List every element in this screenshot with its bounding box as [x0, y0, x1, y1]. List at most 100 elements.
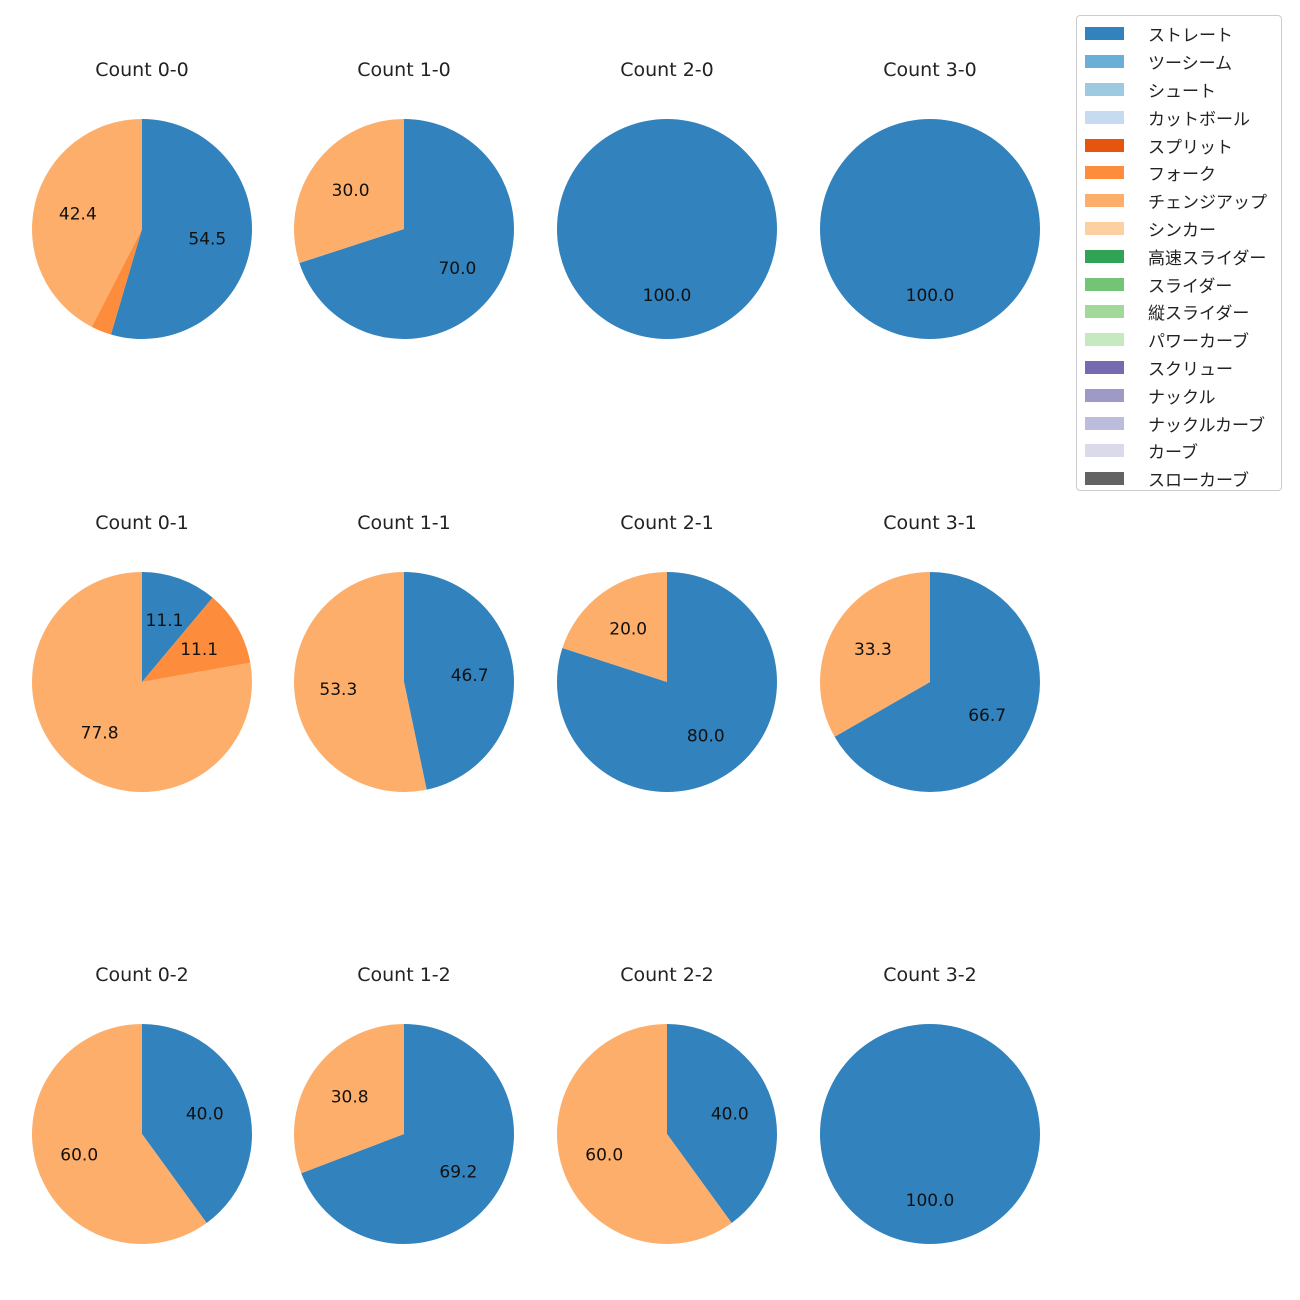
slice-label: 69.2: [439, 1162, 477, 1182]
legend-item: ナックル: [1077, 381, 1281, 409]
pie-slice: [299, 119, 514, 339]
legend-item: スライダー: [1077, 270, 1281, 298]
legend-label: カーブ: [1148, 443, 1198, 464]
pie-slice: [834, 572, 1040, 792]
legend-item: 縦スライダー: [1077, 298, 1281, 326]
pie-slice: [31, 1024, 207, 1244]
pie-chart: Count 0-2 40.0 60.0: [31, 964, 252, 1244]
pie-title: Count 3-2: [883, 964, 977, 986]
pie-title: Count 0-0: [95, 59, 189, 81]
legend-swatch: [1085, 55, 1124, 69]
legend-swatch: [1085, 194, 1124, 208]
pie-slice: [294, 572, 427, 793]
slice-label: 80.0: [687, 726, 725, 746]
slice-label: 30.8: [331, 1088, 369, 1108]
slice-label: 60.0: [585, 1145, 623, 1165]
legend-item: スローカーブ: [1077, 465, 1281, 493]
legend-label: スライダー: [1148, 276, 1233, 297]
pie-chart: Count 3-2 100.0: [820, 964, 1040, 1244]
pie-chart: Count 1-1 46.7 53.3: [294, 512, 514, 793]
legend-item: フォーク: [1077, 159, 1281, 187]
legend-swatch: [1085, 82, 1124, 96]
pie-slice: [404, 572, 514, 790]
slice-label: 53.3: [319, 680, 357, 700]
legend-item: ストレート: [1077, 20, 1281, 48]
pie-slice: [294, 1024, 404, 1174]
pie-chart: Count 1-0 70.0 30.0: [294, 59, 514, 339]
legend-swatch: [1085, 27, 1124, 41]
legend-item: カットボール: [1077, 103, 1281, 131]
pie-chart: Count 3-0 100.0: [820, 59, 1040, 339]
legend-swatch: [1085, 221, 1124, 235]
legend-label: シュート: [1148, 81, 1216, 102]
pie-slice: [142, 572, 213, 682]
legend-swatch: [1085, 277, 1124, 291]
pie-slice: [110, 119, 252, 339]
slice-label: 70.0: [438, 259, 476, 279]
legend-item: スプリット: [1077, 131, 1281, 159]
pie-chart: Count 1-2 69.2 30.8: [294, 964, 514, 1245]
slice-label: 42.4: [59, 204, 97, 224]
legend-label: ナックル: [1148, 387, 1216, 408]
pie-slice: [142, 597, 251, 682]
pie-title: Count 0-2: [95, 964, 189, 986]
slice-label: 100.0: [643, 286, 692, 306]
legend-label: スクリュー: [1148, 359, 1233, 380]
legend-label: スローカーブ: [1148, 471, 1249, 492]
legend-swatch: [1085, 166, 1124, 180]
legend-item: チェンジアップ: [1077, 187, 1281, 215]
slice-label: 11.1: [146, 611, 184, 631]
pie-chart: Count 3-1 66.7 33.3: [820, 512, 1040, 792]
pie-title: Count 3-0: [883, 59, 977, 81]
slice-label: 40.0: [186, 1105, 224, 1125]
pie-slice: [562, 572, 667, 682]
pie-title: Count 2-1: [620, 512, 714, 534]
legend-label: カットボール: [1148, 109, 1250, 130]
slice-label: 100.0: [906, 1191, 955, 1211]
pie-title: Count 1-2: [357, 964, 451, 986]
pie-slice: [556, 1024, 732, 1244]
pie-slice: [557, 119, 777, 339]
legend-label: スプリット: [1148, 137, 1233, 158]
slice-label: 40.0: [711, 1105, 749, 1125]
legend-item: 高速スライダー: [1077, 242, 1281, 270]
pie-title: Count 3-1: [883, 512, 977, 534]
legend-item: カーブ: [1077, 437, 1281, 465]
slice-label: 54.5: [188, 229, 226, 249]
legend-swatch: [1085, 416, 1124, 430]
slice-label: 60.0: [60, 1145, 98, 1165]
pie-title: Count 1-0: [357, 59, 451, 81]
pie-chart: Count 0-0 54.5 42.4: [32, 59, 252, 339]
pie-slice: [820, 119, 1040, 339]
legend-label: ストレート: [1148, 26, 1233, 47]
legend-label: ナックルカーブ: [1148, 415, 1265, 436]
pie-slice: [142, 1024, 252, 1223]
slice-label: 20.0: [609, 620, 647, 640]
slice-label: 46.7: [451, 666, 489, 686]
legend-item: ツーシーム: [1077, 48, 1281, 76]
slice-label: 77.8: [81, 724, 119, 744]
legend-label: パワーカーブ: [1148, 332, 1249, 353]
pie-chart: Count 2-2 40.0 60.0: [556, 964, 777, 1244]
legend-swatch: [1085, 444, 1124, 458]
pie-title: Count 0-1: [95, 512, 189, 534]
slice-label: 11.1: [180, 640, 218, 660]
legend-item: シンカー: [1077, 215, 1281, 243]
legend-label: ツーシーム: [1148, 54, 1233, 75]
pie-slice: [91, 229, 142, 335]
legend-label: 高速スライダー: [1148, 248, 1267, 269]
pie-title: Count 2-2: [620, 964, 714, 986]
pie-slice: [294, 119, 404, 263]
pie-slice: [32, 119, 143, 327]
legend-swatch: [1085, 305, 1124, 319]
legend-swatch: [1085, 360, 1124, 374]
pie-title: Count 2-0: [620, 59, 714, 81]
slice-label: 66.7: [968, 706, 1006, 726]
legend-item: パワーカーブ: [1077, 326, 1281, 354]
legend-swatch: [1085, 138, 1124, 152]
pie-chart: Count 2-0 100.0: [557, 59, 777, 339]
legend-label: フォーク: [1148, 165, 1216, 186]
legend-label: シンカー: [1148, 220, 1216, 241]
legend-swatch: [1085, 333, 1124, 347]
legend-swatch: [1085, 472, 1124, 486]
